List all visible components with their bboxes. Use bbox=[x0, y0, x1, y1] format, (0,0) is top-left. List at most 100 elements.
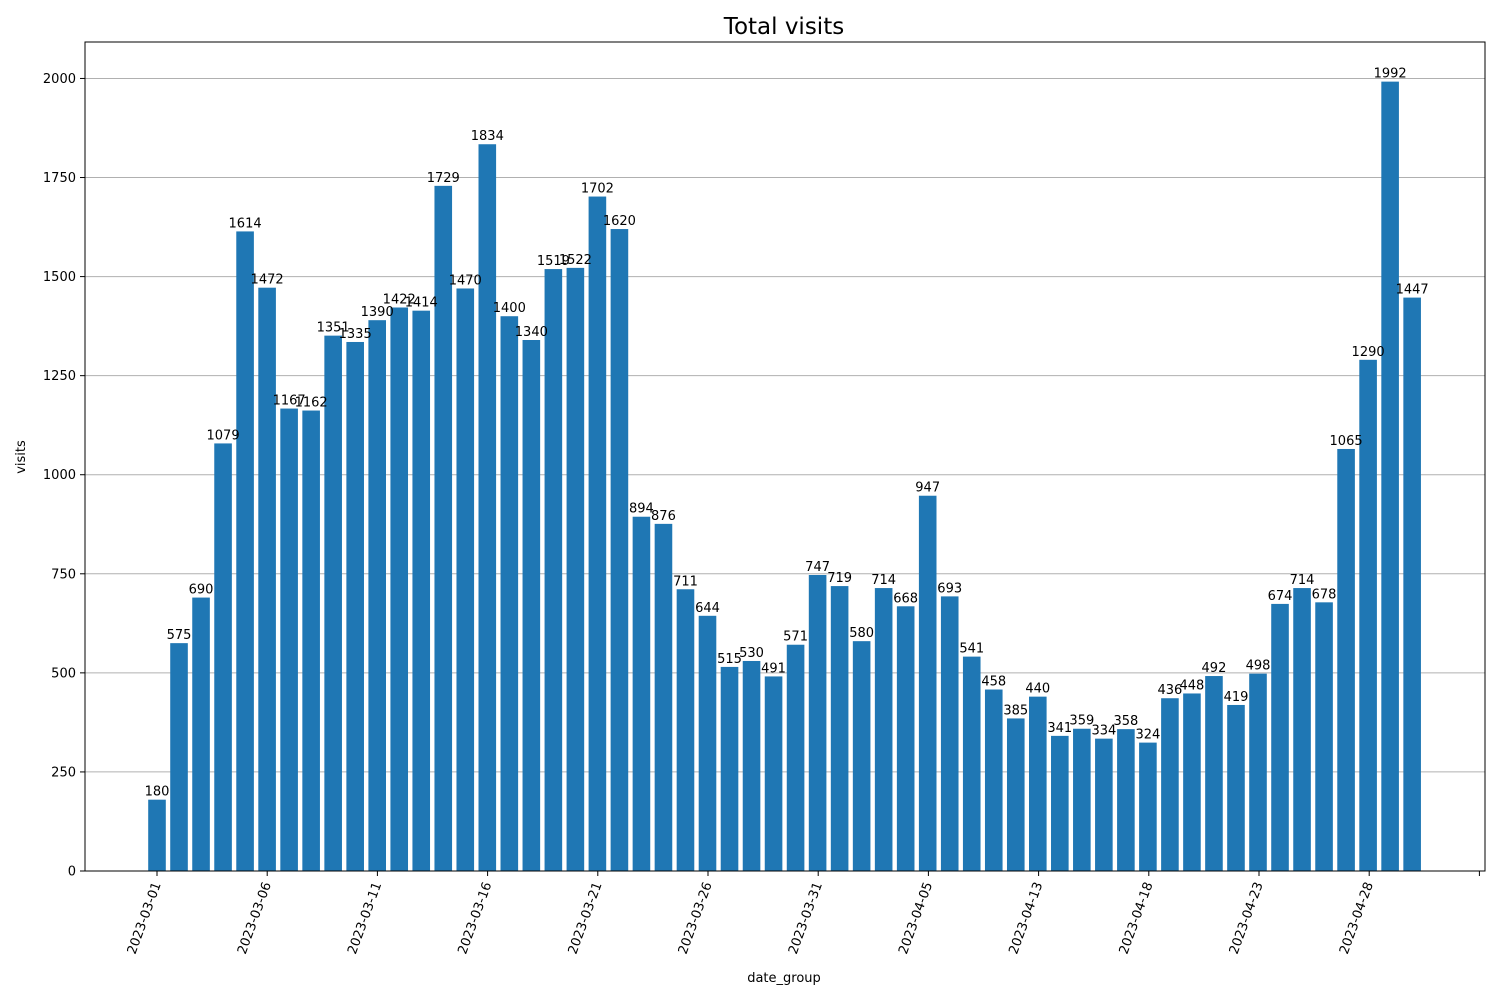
bar-value-label: 334 bbox=[1091, 724, 1116, 739]
y-tick-label: 1750 bbox=[43, 171, 76, 186]
bar bbox=[1117, 729, 1135, 871]
bar-value-label: 1414 bbox=[405, 296, 438, 311]
bar-value-label: 1167 bbox=[273, 394, 306, 409]
bar bbox=[764, 676, 783, 871]
bar-value-label: 1340 bbox=[515, 325, 548, 340]
x-axis-label: date_group bbox=[747, 971, 821, 986]
bar bbox=[390, 307, 409, 871]
bar bbox=[720, 666, 739, 871]
bar bbox=[940, 596, 959, 871]
bar-value-label: 1400 bbox=[493, 301, 526, 316]
bar bbox=[280, 408, 298, 871]
bar bbox=[588, 196, 607, 871]
bar bbox=[874, 588, 893, 871]
bar-value-label: 678 bbox=[1312, 587, 1337, 602]
bar bbox=[1359, 359, 1377, 871]
bar-value-label: 1470 bbox=[449, 273, 482, 288]
bar bbox=[610, 229, 629, 871]
bar-value-label: 530 bbox=[739, 646, 764, 661]
bar bbox=[566, 267, 585, 871]
bar-value-label: 644 bbox=[695, 601, 720, 616]
bar-value-label: 1335 bbox=[339, 327, 372, 342]
bar bbox=[1051, 735, 1069, 871]
bar bbox=[148, 799, 166, 871]
x-axis: 2023-03-01 2023-03-06 2023-03-11 2023-03-16… bbox=[125, 871, 1480, 956]
bar-value-label: 693 bbox=[937, 581, 962, 596]
x-tick-label: 2023-04-13 bbox=[1006, 880, 1046, 956]
bar-value-label: 1162 bbox=[295, 396, 328, 411]
x-tick-label: 2023-04-05 bbox=[896, 880, 936, 956]
bar-value-label: 180 bbox=[145, 785, 170, 800]
bar-value-label: 1065 bbox=[1330, 434, 1363, 449]
bar bbox=[1227, 704, 1245, 871]
bar bbox=[1403, 297, 1421, 872]
bar bbox=[742, 660, 761, 871]
bar-value-label: 1519 bbox=[537, 254, 570, 269]
x-tick-label: 2023-03-01 bbox=[125, 880, 165, 956]
bar bbox=[1183, 693, 1201, 871]
plot-frame bbox=[84, 41, 1486, 872]
bar-value-label: 515 bbox=[717, 652, 742, 667]
bar-value-label: 492 bbox=[1202, 661, 1227, 676]
bar-value-label: 440 bbox=[1025, 682, 1050, 697]
bar bbox=[368, 320, 386, 871]
bar-value-label: 1522 bbox=[559, 253, 592, 268]
bar-value-label: 358 bbox=[1113, 714, 1138, 729]
bar-value-label: 1351 bbox=[317, 321, 350, 336]
bar bbox=[214, 443, 232, 871]
bar-value-label: 359 bbox=[1069, 714, 1094, 729]
x-tick-label: 2023-04-28 bbox=[1337, 880, 1377, 956]
y-tick-label: 1000 bbox=[43, 468, 76, 483]
bar bbox=[1006, 718, 1025, 871]
bar bbox=[918, 495, 937, 871]
x-tick-label: 2023-04-23 bbox=[1227, 880, 1267, 956]
x-tick-label: 2023-03-31 bbox=[786, 880, 826, 956]
bar-value-label: 668 bbox=[893, 591, 918, 606]
bar bbox=[412, 310, 431, 871]
y-tick-label: 2000 bbox=[43, 72, 76, 87]
bar-value-label: 1079 bbox=[207, 428, 240, 443]
bar bbox=[786, 644, 805, 871]
bar-value-label: 498 bbox=[1246, 659, 1271, 674]
bar-value-label: 1472 bbox=[251, 273, 284, 288]
bar-value-label: 436 bbox=[1158, 683, 1183, 698]
x-tick-label: 2023-03-11 bbox=[345, 880, 385, 956]
bar bbox=[1029, 696, 1047, 871]
bar bbox=[1271, 603, 1289, 871]
bar-value-label: 1390 bbox=[361, 305, 394, 320]
bar bbox=[830, 586, 849, 871]
x-tick-label: 2023-03-26 bbox=[676, 880, 716, 956]
x-tick-label: 2023-03-16 bbox=[455, 880, 495, 956]
bar bbox=[456, 288, 475, 872]
bar bbox=[1249, 673, 1267, 871]
bar-value-label: 571 bbox=[783, 630, 808, 645]
bar-value-label: 714 bbox=[1290, 573, 1315, 588]
x-tick-label: 2023-03-06 bbox=[235, 880, 275, 956]
bar-value-label: 1614 bbox=[229, 216, 262, 231]
bars bbox=[148, 81, 1421, 872]
bar bbox=[1205, 676, 1223, 871]
bar-value-label: 719 bbox=[827, 571, 852, 586]
bar bbox=[434, 185, 453, 871]
bar-value-label: 575 bbox=[167, 628, 192, 643]
bar-value-label: 1729 bbox=[427, 171, 460, 186]
bar-value-label: 1992 bbox=[1374, 67, 1407, 82]
bar bbox=[852, 641, 871, 871]
bar-value-label: 1702 bbox=[581, 182, 614, 197]
bar bbox=[1139, 742, 1157, 871]
bar-value-label: 458 bbox=[981, 675, 1006, 690]
bar-value-label: 448 bbox=[1180, 678, 1205, 693]
bar bbox=[1315, 602, 1333, 871]
bar bbox=[984, 689, 1003, 871]
x-tick-label: 2023-04-18 bbox=[1117, 880, 1157, 956]
bar bbox=[302, 410, 320, 871]
bar-value-label: 1447 bbox=[1396, 283, 1429, 298]
bar bbox=[324, 335, 342, 871]
bar bbox=[236, 231, 254, 871]
bar-value-label: 711 bbox=[673, 574, 698, 589]
bar-value-label: 947 bbox=[915, 481, 940, 496]
bar bbox=[170, 643, 188, 871]
bar bbox=[258, 287, 276, 871]
